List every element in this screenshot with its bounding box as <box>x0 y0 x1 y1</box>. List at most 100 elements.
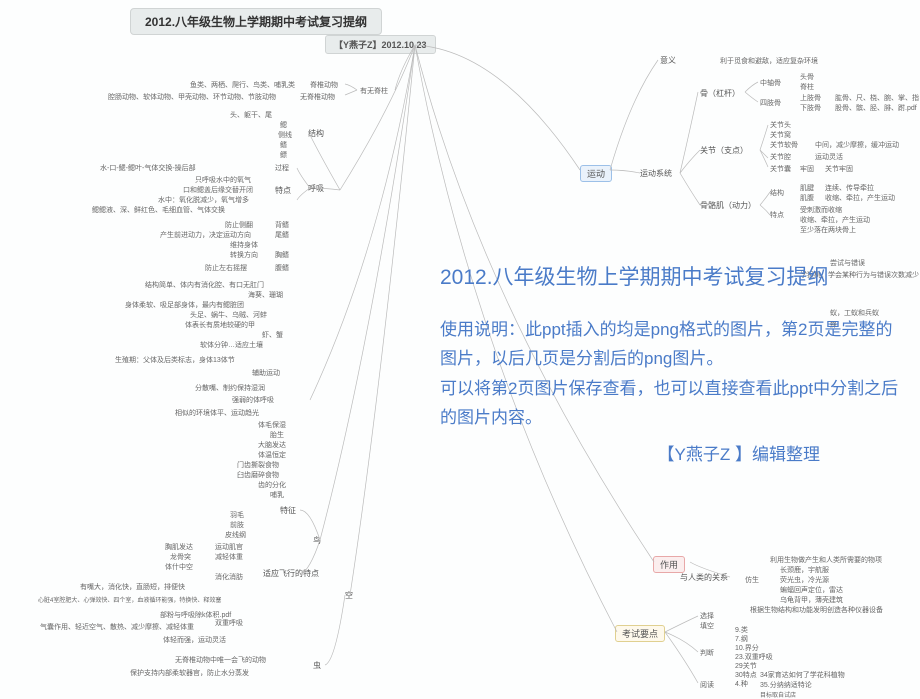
node: 利于觅食和避敌，适应复杂环境 <box>720 56 818 66</box>
node: 空 <box>345 590 353 601</box>
node: 结构 <box>770 188 784 198</box>
instruction-overlay: 2012.八年级生物上学期期中考试复习提纲 使用说明：此ppt插入的均是png格… <box>440 260 900 470</box>
node: 鳔 <box>280 150 287 160</box>
node: 收缩、牵拉，产生运动 <box>825 193 895 203</box>
node: 蝙蝠回声定位，雷达 <box>780 585 843 595</box>
node: 选择 <box>700 611 714 621</box>
node: 转换方向 <box>230 250 258 260</box>
node: 气囊作用、轻近空气、散热、减少摩擦、减轻体重 <box>40 622 194 632</box>
node: 维持身体 <box>230 240 258 250</box>
node: 结构简单、体内有消化腔、有口无肛门 <box>145 280 264 290</box>
node: 荧光虫，冷光源 <box>780 575 829 585</box>
node: 虾、蟹 <box>262 330 283 340</box>
node: 体轻而强，运动灵活 <box>163 635 226 645</box>
node: 牢固 <box>800 164 814 174</box>
node: 受刺激而收缩 <box>800 205 842 215</box>
node: 关节头 <box>770 120 791 130</box>
node: 至少落在两块骨上 <box>800 225 856 235</box>
node: 利用生物做产生和人类所需要的物项 <box>770 555 882 565</box>
node: 乌龟背甲，薄壳建筑 <box>780 595 843 605</box>
node: 上肢骨 <box>800 93 821 103</box>
node: 收缩、牵拉，产生运动 <box>800 215 870 225</box>
node: 仿生 <box>745 575 759 585</box>
node: 胸肌发达 <box>165 542 193 552</box>
overlay-line1: 使用说明：此ppt插入的均是png格式的图片，第2页是完整的图片，以后几页是分割… <box>440 316 900 374</box>
node: 臼齿磨碎食物 <box>237 470 279 480</box>
node: 意义 <box>660 55 676 66</box>
node: 肌腱 <box>800 183 814 193</box>
node: 前肢 <box>230 520 244 530</box>
node: 关节（支点） <box>700 145 748 156</box>
node: 鸟 <box>313 535 321 546</box>
node: 虫 <box>313 660 321 671</box>
node: 运动肌官 <box>215 542 243 552</box>
node: 头足、蜗牛、乌贼、河蚌 <box>190 310 267 320</box>
node: 目标取自试店 <box>760 690 796 699</box>
node: 长颈鹿，宇航服 <box>780 565 829 575</box>
node: 相似的环境体平、运动趋光 <box>175 408 259 418</box>
node: 齿的分化 <box>258 480 286 490</box>
node: 35.分纳纳适特论 <box>760 680 812 690</box>
node: 呼吸 <box>308 183 324 194</box>
node: 关节窝 <box>770 130 791 140</box>
node: 防止左右摇摆 <box>205 263 247 273</box>
node: 连续、传导牵拉 <box>825 183 874 193</box>
node: 阅读 <box>700 680 714 690</box>
tag-exam: 考试要点 <box>615 625 665 642</box>
node: 下肢骨 <box>800 103 821 113</box>
node: 胸鳍 <box>275 250 289 260</box>
node: 龙骨突 <box>170 552 191 562</box>
page-title: 2012.八年级生物上学期期中考试复习提纲 <box>130 8 382 35</box>
node: 无脊椎动物 <box>300 92 335 102</box>
node: 体表长有质地较硬的甲 <box>185 320 255 330</box>
node: 体什中空 <box>165 562 193 572</box>
node: 水-口-鳃-鳃叶-气体交换-操后部 <box>100 163 196 173</box>
node: 腹鳍 <box>275 263 289 273</box>
node: 保护支持内部柔软器官，防止水分蒸发 <box>130 668 249 678</box>
node: 分散嘴、制约保持湿润 <box>195 383 265 393</box>
node: 肱骨、尺、桡、腕、掌、指 <box>835 93 919 103</box>
node: 鳍 <box>280 140 287 150</box>
node: 尾鳍 <box>275 230 289 240</box>
node: 哺乳 <box>270 490 284 500</box>
node: 关节囊 <box>770 164 791 174</box>
node: 运动灵活 <box>815 152 843 162</box>
node: 过程 <box>275 163 289 173</box>
node: 无脊椎动物中唯一会飞的动物 <box>175 655 266 665</box>
node: 胎生 <box>270 430 284 440</box>
node: 头骨 <box>800 72 814 82</box>
node: 特点 <box>770 210 784 220</box>
node: 有嘴大，消化快，直肠短，排便快 <box>80 582 185 592</box>
node: 羽毛 <box>230 510 244 520</box>
node: 口和鳃盖后缘交替开闭 <box>183 185 253 195</box>
author-tag: 【Y燕子Z】2012.10.23 <box>325 35 436 54</box>
node: 有无脊柱 <box>360 86 388 96</box>
node: 4.种 <box>735 679 748 689</box>
node: 消化消肪 <box>215 572 243 582</box>
node: 34家育达如何了学花科植物 <box>760 670 845 680</box>
node: 辅助运动 <box>252 368 280 378</box>
node: 软体分钟…适应土壤 <box>200 340 263 350</box>
node: 关节牢固 <box>825 164 853 174</box>
node: 运动系统 <box>640 168 672 179</box>
node: 门齿撕裂食物 <box>237 460 279 470</box>
node: 肌腹 <box>800 193 814 203</box>
node: 鳃鳃液、深、鲜红色、毛细血管、气体交换 <box>92 205 225 215</box>
node: 防止侧翻 <box>225 220 253 230</box>
node: 脊椎动物 <box>310 80 338 90</box>
node: 侧线 <box>278 130 292 140</box>
node: 腔肠动物、软体动物、甲壳动物、环节动物、节肢动物 <box>108 92 276 102</box>
node: 强弱的体呼吸 <box>232 395 274 405</box>
node: 特点 <box>275 185 291 196</box>
node: 背鳍 <box>275 220 289 230</box>
node: 结构 <box>308 128 324 139</box>
node: 水中：氧化脱减少，氧气增多 <box>158 195 249 205</box>
node: 鳃 <box>280 120 287 130</box>
node: 体温恒定 <box>258 450 286 460</box>
node: 关节软骨 <box>770 140 798 150</box>
node: 产生前进动力，决定运动方向 <box>160 230 251 240</box>
node: 中间，减少摩擦，缓冲运动 <box>815 140 899 150</box>
overlay-title: 2012.八年级生物上学期期中考试复习提纲 <box>440 260 900 296</box>
node: 生殖期：父体及后类标志，身体13体节 <box>115 355 235 365</box>
node: 股骨、髌、胫、腓、跗.pdf <box>835 103 917 113</box>
